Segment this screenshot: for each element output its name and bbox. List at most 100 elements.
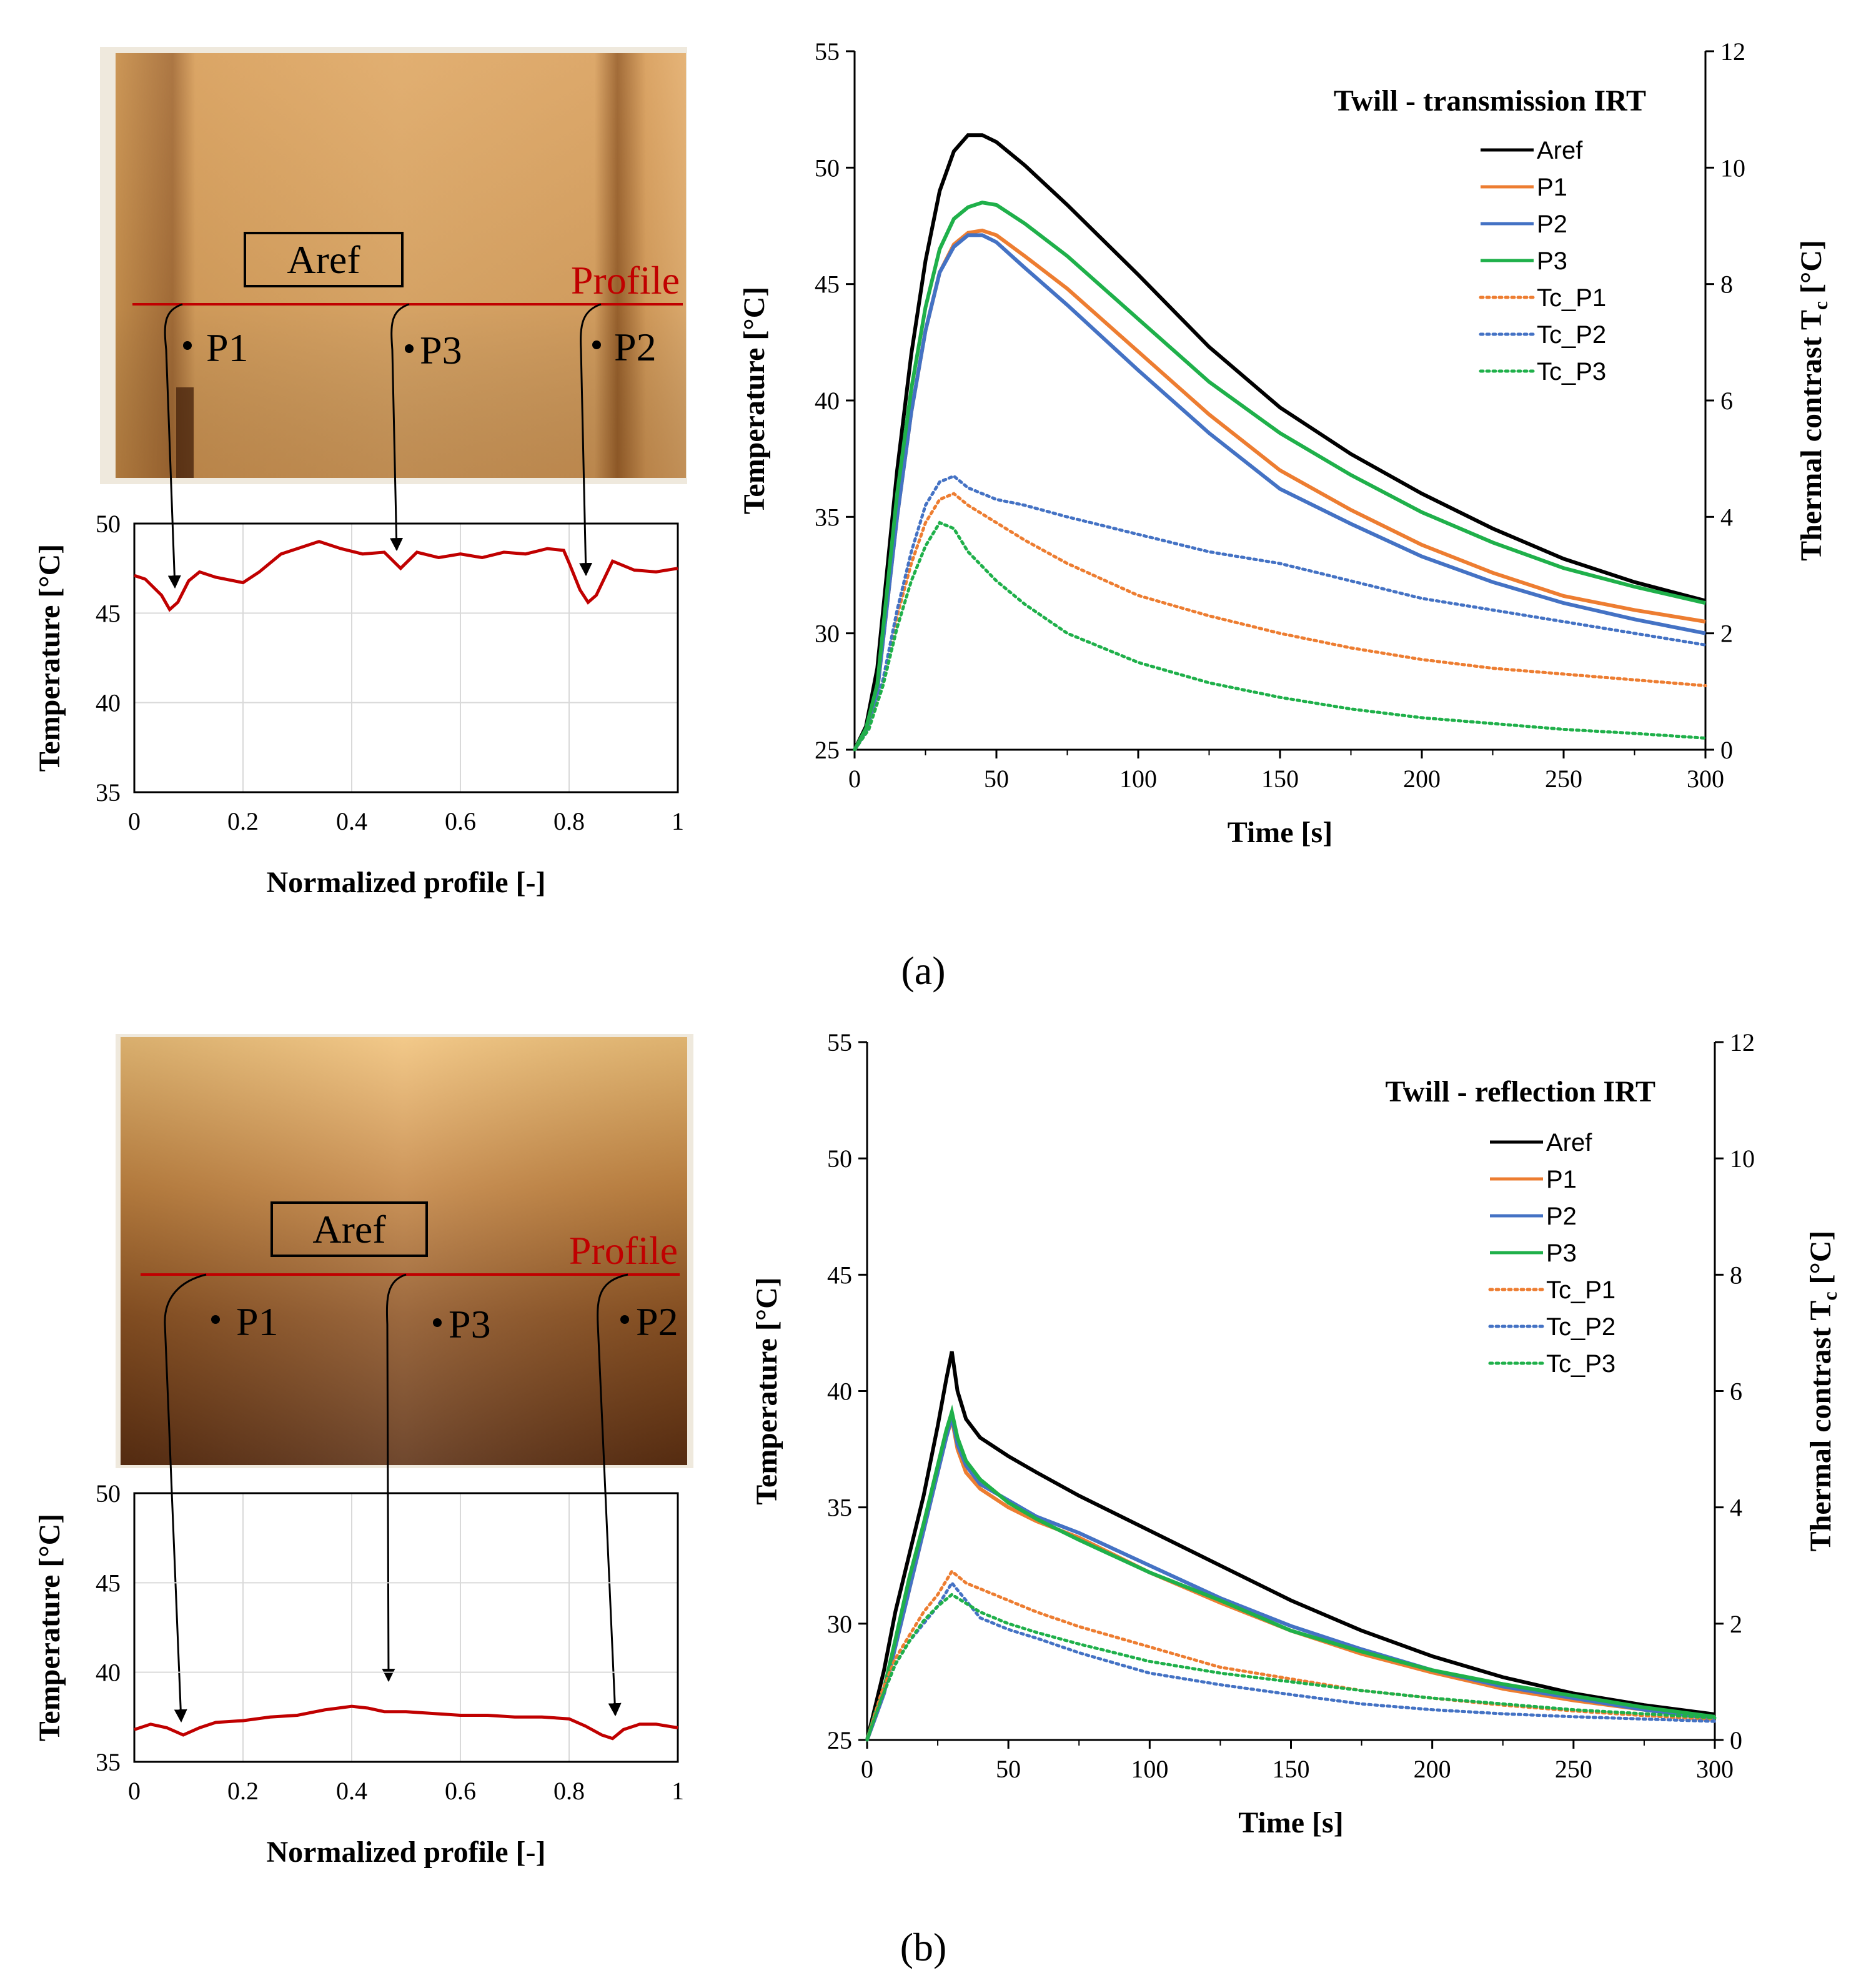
aref-box-a — [244, 232, 404, 287]
profile-a-xtick-2: 0.4 — [336, 807, 367, 835]
profile-a-ytick-0: 35 — [96, 778, 121, 807]
thermogram-a-dark-streak — [176, 387, 194, 478]
profile-a-xtick-5: 1 — [672, 807, 684, 835]
time-a-y2tick-2: 4 — [1720, 503, 1733, 531]
time-b-ytick-5: 50 — [827, 1145, 852, 1173]
arrow-p2-a — [579, 303, 602, 577]
time-a-ytick-2: 35 — [815, 503, 840, 531]
time-b-y2tick-6: 12 — [1730, 1028, 1755, 1056]
profile-b-profile-line — [134, 1704, 678, 1741]
time-a-y2label: Thermal contrast Tc [°C] — [1795, 240, 1832, 561]
time-a-series-p2 — [853, 233, 1706, 751]
time-b-y2label: Thermal contrast Tc [°C] — [1804, 1231, 1841, 1552]
time-a-legend-label-4: Tc_P1 — [1537, 284, 1606, 312]
time-b-title: Twill - reflection IRT — [1386, 1075, 1655, 1108]
time-b-xtick-6: 300 — [1696, 1755, 1734, 1783]
profile-label-b: Profile — [569, 1228, 678, 1273]
thermogram-b: Aref Profile P1 P3 P2 — [116, 1034, 693, 1468]
time-b-xtick-1: 50 — [996, 1755, 1021, 1783]
time-a-legend-label-0: Aref — [1537, 137, 1583, 164]
time-a-ylabel: Temperature [°C] — [738, 287, 771, 514]
time-b-series-tc-p2 — [865, 1580, 1717, 1742]
time-b-legend-label-4: Tc_P1 — [1546, 1276, 1615, 1304]
point-p1-marker-b — [211, 1315, 220, 1324]
time-b-series-tc-p3 — [865, 1593, 1717, 1742]
profile-label-a: Profile — [571, 258, 680, 302]
time-b-series-tc-p1 — [865, 1569, 1717, 1742]
time-b-y2tick-5: 10 — [1730, 1145, 1755, 1173]
profile-b-xlabel: Normalized profile [-] — [267, 1836, 546, 1869]
time-a-ytick-6: 55 — [815, 37, 840, 66]
profile-b-ytick-0: 35 — [96, 1748, 121, 1776]
time-a-y2tick-4: 8 — [1720, 271, 1733, 299]
time-b-ytick-2: 35 — [827, 1494, 852, 1522]
time-b-legend-label-1: P1 — [1546, 1166, 1577, 1193]
time-b-legend-label-0: Aref — [1546, 1129, 1592, 1156]
profile-a-ylabel: Temperature [°C] — [33, 544, 66, 772]
time-a-legend-label-5: Tc_P2 — [1537, 321, 1606, 349]
point-p3-marker-b — [433, 1318, 442, 1327]
time-b-ytick-0: 25 — [827, 1726, 852, 1754]
time-a-legend-label-2: P2 — [1537, 211, 1567, 238]
time-a-xtick-1: 50 — [984, 765, 1009, 793]
time-a-y2tick-0: 0 — [1720, 736, 1733, 764]
time-a-series-p3 — [853, 201, 1706, 751]
profile-b-xtick-2: 0.4 — [336, 1777, 367, 1805]
panel-a: Aref Profile P1 P3 P2 0 0.2 0.4 0.6 0.8 13540… — [33, 37, 1832, 993]
time-b-y2tick-2: 4 — [1730, 1494, 1742, 1522]
time-b-ylabel: Temperature [°C] — [750, 1277, 783, 1504]
point-p3-marker-a — [405, 344, 414, 353]
time-b-xtick-2: 100 — [1131, 1755, 1168, 1783]
time-b-y2tick-4: 8 — [1730, 1261, 1742, 1289]
time-a-xtick-5: 250 — [1545, 765, 1582, 793]
time-b-xtick-5: 250 — [1555, 1755, 1592, 1783]
time-b-series-aref — [865, 1351, 1715, 1741]
profile-b-xtick-4: 0.8 — [553, 1777, 585, 1805]
point-p3-label-b: P3 — [449, 1302, 491, 1346]
time-a-y2tick-3: 6 — [1720, 387, 1733, 415]
arrows-a — [164, 303, 602, 589]
thermogram-a-shade — [116, 53, 686, 478]
time-a-y2tick-1: 2 — [1720, 620, 1733, 648]
time-a-series-aref — [853, 133, 1706, 751]
arrows-b — [164, 1273, 628, 1723]
arrow-p1-b — [164, 1273, 207, 1723]
time-a-series-tc-p1 — [853, 492, 1707, 752]
caption-a: (a) — [901, 948, 945, 993]
time-b-xlabel: Time [s] — [1238, 1806, 1343, 1839]
profile-b-ytick-2: 45 — [96, 1569, 121, 1597]
profile-a-ytick-2: 45 — [96, 599, 121, 627]
profile-chart-b: 0 0.2 0.4 0.6 0.8 1 35 40 45 50 Normalized profile… — [33, 1479, 684, 1869]
thermogram-a: Aref Profile P1 P3 P2 — [100, 47, 687, 484]
profile-b-ytick-3: 50 — [96, 1479, 121, 1508]
time-a-xtick-0: 0 — [848, 765, 861, 793]
time-b-ytick-6: 55 — [827, 1028, 852, 1056]
point-p3-label-a: P3 — [420, 328, 462, 372]
time-b-xtick-4: 200 — [1414, 1755, 1451, 1783]
time-b-legend-label-6: Tc_P3 — [1546, 1350, 1615, 1378]
profile-a-plot-frame — [133, 522, 679, 793]
time-a-legend-label-3: P3 — [1537, 247, 1567, 275]
time-a-ytick-4: 45 — [815, 271, 840, 299]
time-a-series-tc-p2 — [853, 474, 1707, 752]
time-b-series-p1 — [865, 1418, 1715, 1741]
arrow-p2-b — [597, 1273, 628, 1717]
profile-a-xtick-4: 0.8 — [553, 807, 585, 835]
time-b-ytick-3: 40 — [827, 1378, 852, 1406]
profile-b-xtick-5: 1 — [672, 1777, 684, 1805]
thermogram-b-shade — [121, 1037, 687, 1465]
profile-a-ytick-1: 40 — [96, 689, 121, 717]
time-a-series-tc-p3 — [853, 520, 1707, 752]
arrow-p3-b — [382, 1273, 407, 1682]
time-b-series-p3 — [865, 1404, 1715, 1741]
time-b-legend-label-5: Tc_P2 — [1546, 1313, 1615, 1341]
time-a-title: Twill - transmission IRT — [1334, 84, 1646, 117]
profile-a-ytick-3: 50 — [96, 510, 121, 538]
time-chart-b: 0 50 100 150 200 250 300 25 30 35 40 45 50 55 0 2 4 6 8 10 1… — [750, 1028, 1841, 1839]
arrow-p1-a — [164, 303, 183, 589]
time-b-y2tick-3: 6 — [1730, 1378, 1742, 1406]
time-b-legend-label-3: P3 — [1546, 1240, 1577, 1267]
time-b-xtick-3: 150 — [1273, 1755, 1310, 1783]
point-p1-marker-a — [183, 341, 192, 350]
